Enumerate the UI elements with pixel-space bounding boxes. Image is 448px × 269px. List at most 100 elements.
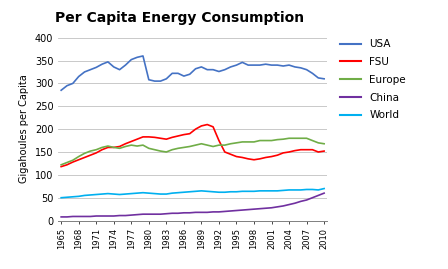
China [129,214,134,217]
World [228,190,233,193]
FSU [263,156,268,159]
World [269,189,274,193]
World [310,188,315,191]
Europe [240,140,245,144]
USA [205,68,210,71]
Europe [199,142,204,145]
USA [123,63,128,67]
FSU [211,125,216,129]
China [65,215,70,218]
World [146,192,151,195]
China [310,196,315,199]
Europe [111,146,116,149]
Europe [59,163,64,167]
USA [94,66,99,69]
Europe [88,150,93,153]
USA [152,80,157,83]
China [117,214,122,217]
China [234,209,239,212]
China [187,211,192,214]
Europe [70,159,76,162]
Europe [292,137,297,140]
USA [199,65,204,69]
China [251,208,257,211]
FSU [269,155,274,158]
FSU [82,156,87,159]
World [140,191,146,194]
China [275,205,280,208]
Europe [117,147,122,150]
FSU [111,146,116,149]
USA [251,63,257,67]
World [240,190,245,193]
Europe [269,139,274,142]
FSU [94,151,99,154]
World [117,193,122,196]
USA [76,75,82,78]
China [123,214,128,217]
China [228,209,233,213]
World [111,192,116,196]
World [152,192,157,195]
China [321,192,327,195]
FSU [164,137,169,141]
FSU [240,156,245,159]
USA [240,61,245,64]
Europe [315,141,321,144]
Europe [158,150,163,153]
USA [134,56,140,59]
China [99,214,105,218]
World [99,192,105,196]
World [88,193,93,197]
China [169,212,175,215]
FSU [123,142,128,145]
USA [304,68,309,71]
Europe [211,145,216,148]
FSU [216,139,222,142]
Europe [216,144,222,147]
USA [193,67,198,70]
China [181,211,186,214]
FSU [76,158,82,161]
USA [146,78,151,81]
China [146,213,151,216]
Europe [94,148,99,151]
Line: China: China [61,193,324,217]
FSU [228,153,233,156]
USA [286,63,292,67]
USA [292,65,297,69]
World [181,191,186,194]
World [292,188,297,192]
China [263,207,268,210]
Line: USA: USA [61,56,324,90]
China [175,212,181,215]
China [240,208,245,212]
World [158,192,163,196]
Text: Per Capita Energy Consumption: Per Capita Energy Consumption [55,11,304,25]
World [169,192,175,195]
Europe [129,144,134,147]
USA [82,70,87,73]
World [315,188,321,192]
USA [88,68,93,71]
USA [269,63,274,67]
World [304,188,309,191]
World [123,192,128,196]
World [280,189,286,192]
USA [234,63,239,67]
Europe [175,147,181,150]
USA [211,68,216,71]
China [246,208,251,211]
USA [315,76,321,80]
FSU [304,148,309,151]
Europe [193,144,198,147]
USA [158,80,163,83]
China [94,214,99,218]
FSU [251,158,257,161]
World [129,192,134,195]
China [134,213,140,216]
USA [257,63,263,67]
Europe [286,137,292,140]
World [134,192,140,195]
World [105,192,111,195]
